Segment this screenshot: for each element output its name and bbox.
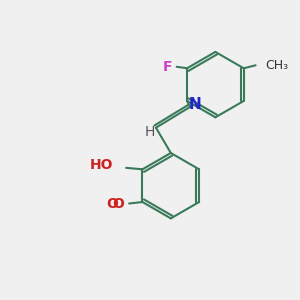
- Text: HO: HO: [90, 158, 113, 172]
- Text: O: O: [106, 196, 118, 211]
- Text: H: H: [144, 125, 154, 139]
- Text: N: N: [189, 97, 202, 112]
- Text: F: F: [163, 60, 172, 74]
- Text: O: O: [112, 197, 124, 211]
- Text: CH₃: CH₃: [266, 59, 289, 72]
